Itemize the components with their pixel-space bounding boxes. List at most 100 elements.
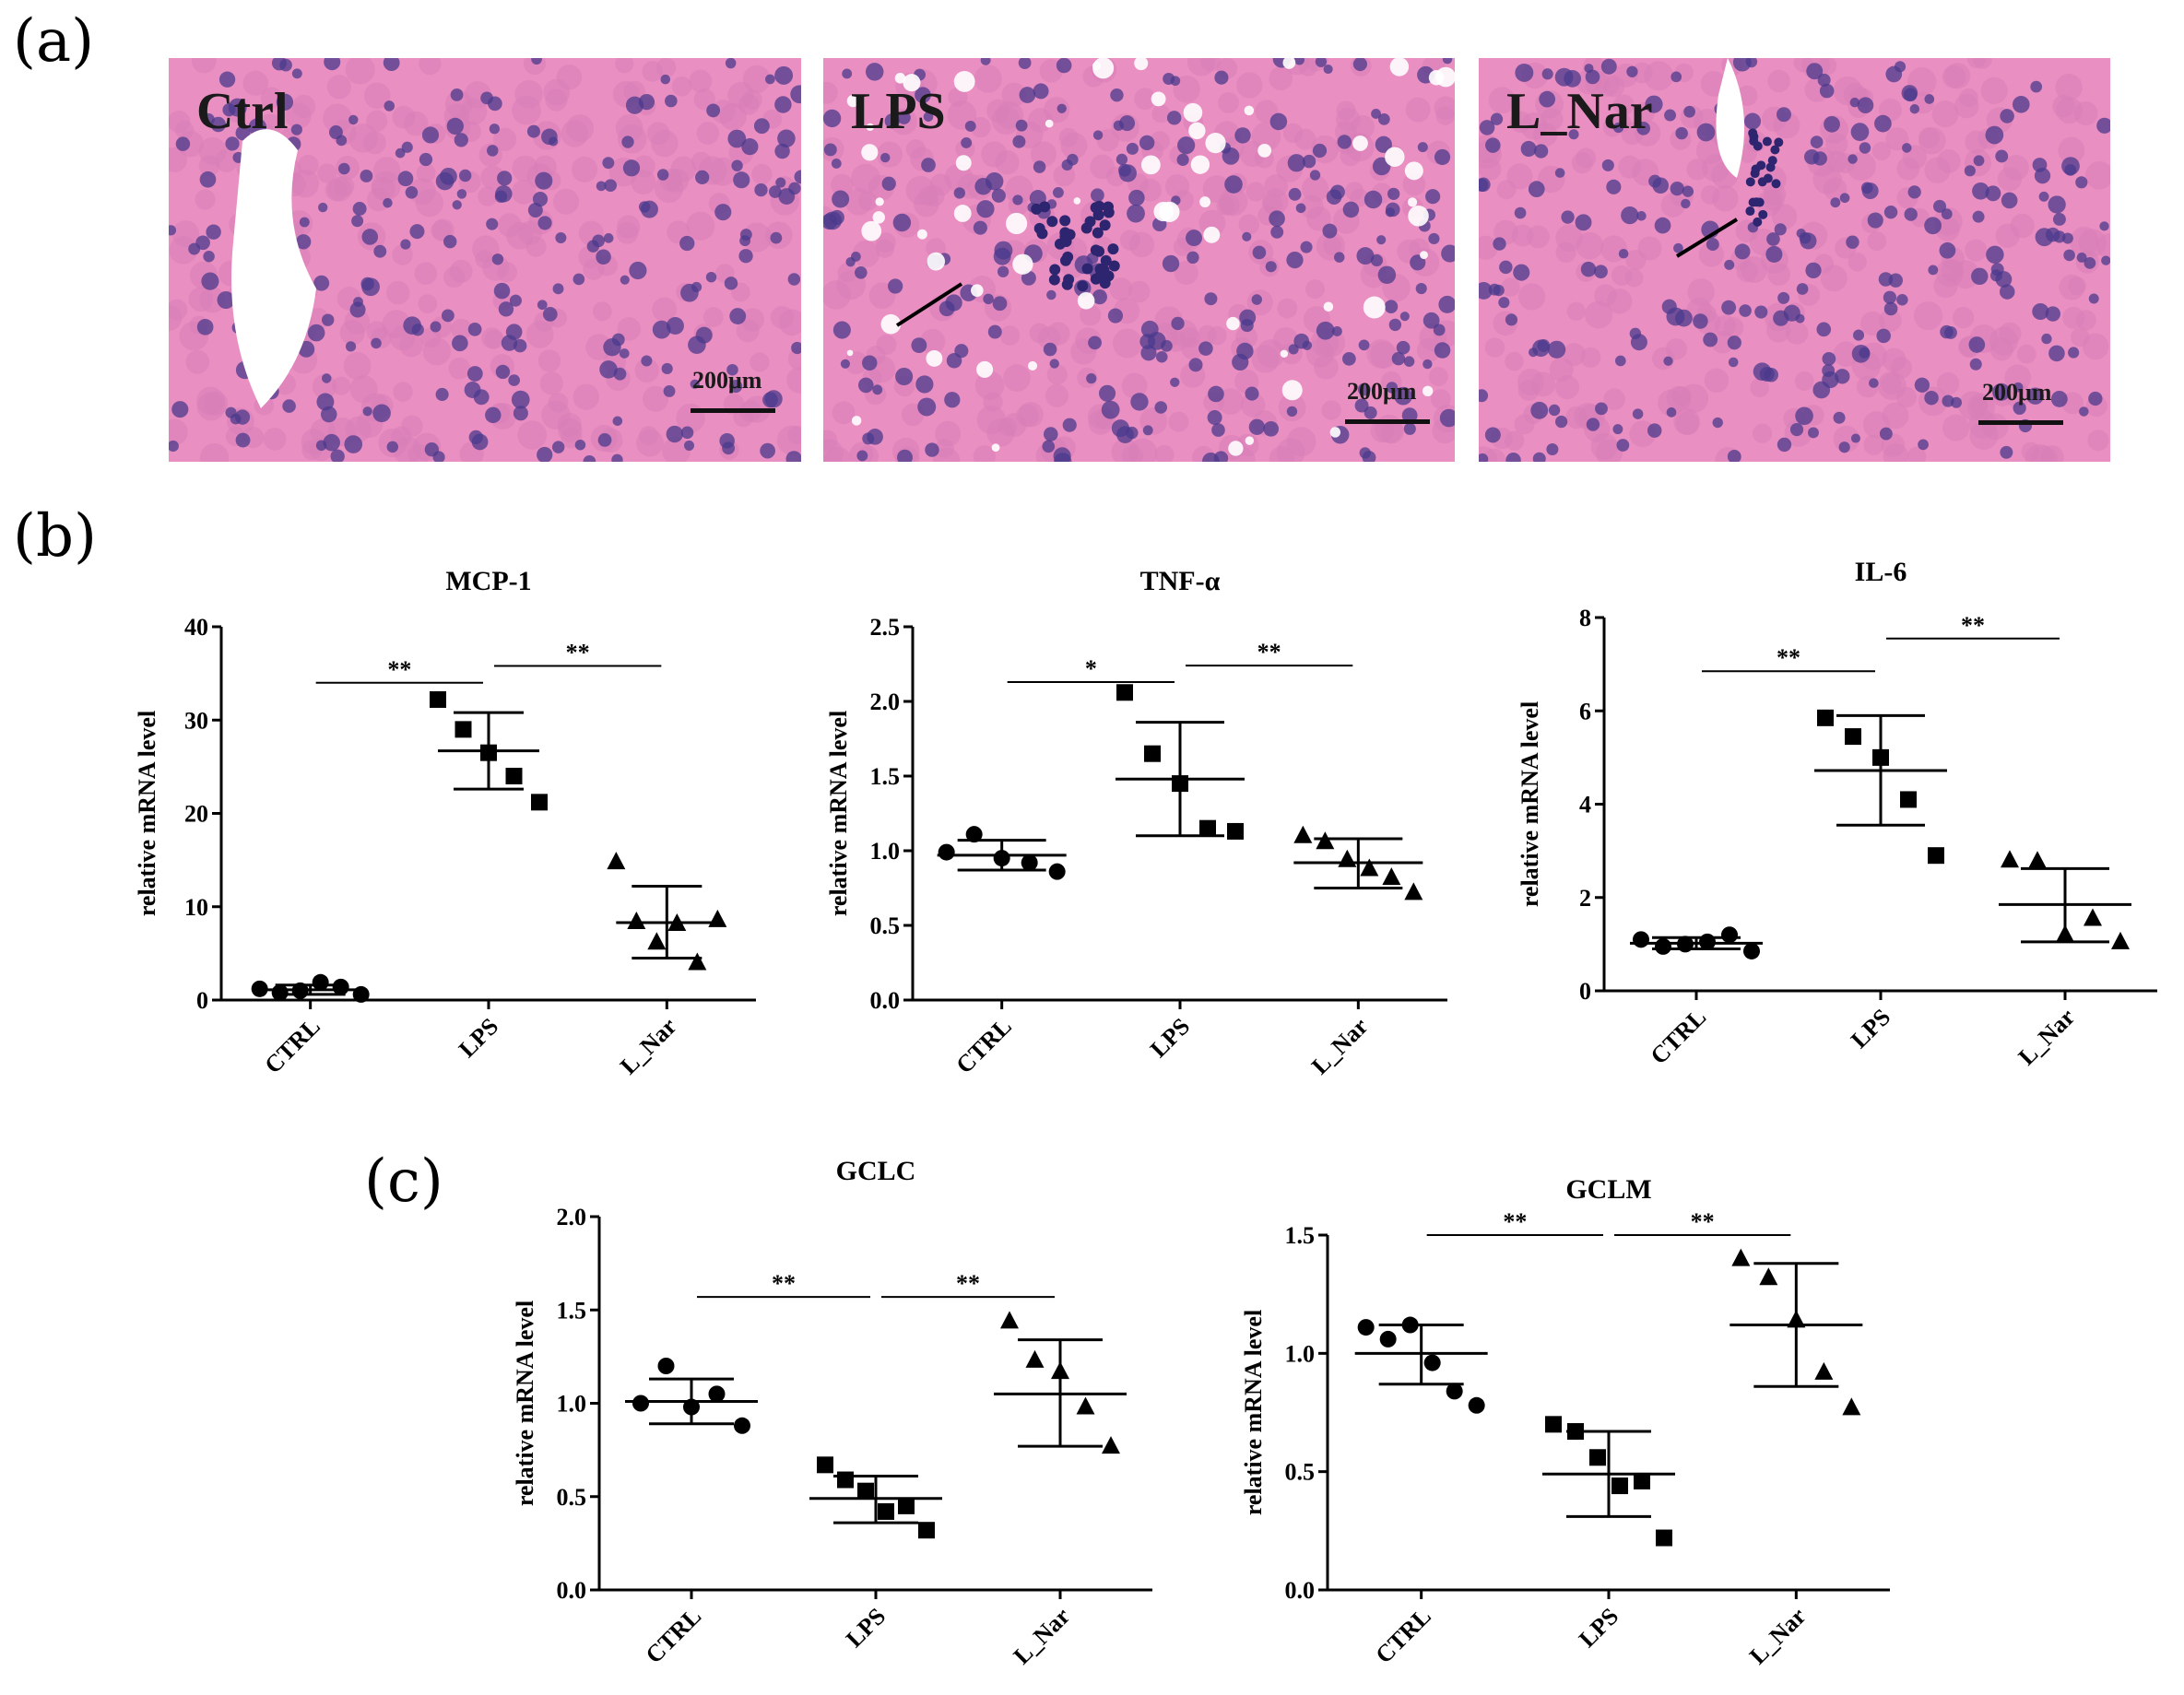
infiltrate-cell — [1059, 254, 1071, 266]
cell-nucleus — [535, 171, 553, 190]
cell-nucleus — [714, 204, 732, 221]
y-tick-label: 20 — [184, 801, 208, 828]
infiltrate-cell — [1767, 156, 1777, 166]
cell-body — [1566, 301, 1586, 321]
cell-nucleus — [1386, 382, 1399, 394]
cell-nucleus — [1901, 85, 1918, 101]
cell-nucleus — [1342, 352, 1356, 366]
cell-nucleus — [1479, 389, 1489, 403]
cell-body — [1687, 278, 1715, 306]
cell-body — [1741, 255, 1768, 283]
cell-nucleus — [872, 384, 883, 395]
data-point-triangle — [688, 952, 707, 971]
cell-nucleus — [1852, 329, 1865, 341]
cell-body — [1737, 85, 1758, 107]
cell-body — [926, 238, 946, 258]
infiltrate-cell — [1090, 202, 1102, 214]
cell-body — [1090, 154, 1115, 180]
cell-body — [345, 58, 375, 85]
infiltrate-cell — [1061, 278, 1073, 290]
cell-nucleus — [1479, 178, 1489, 192]
infiltrate-cell — [1059, 215, 1071, 227]
infiltrate-cell — [1033, 222, 1045, 234]
significance-label: ** — [1961, 612, 1985, 639]
cell-body — [1001, 82, 1027, 108]
cell-nucleus — [897, 111, 911, 124]
data-point-circle — [1721, 926, 1738, 944]
cell-nucleus — [454, 133, 468, 147]
cell-nucleus — [953, 187, 966, 199]
cell-nucleus — [384, 100, 395, 112]
lipid-vacuole — [1190, 155, 1210, 174]
cell-body — [349, 375, 378, 404]
cell-nucleus — [1252, 245, 1267, 260]
cell-nucleus — [1833, 411, 1846, 424]
data-point-square — [531, 794, 548, 811]
cell-nucleus — [1493, 237, 1506, 251]
cell-nucleus — [235, 125, 251, 141]
cell-body — [1028, 108, 1053, 133]
cell-nucleus — [729, 308, 747, 324]
x-tick-label: CTRL — [259, 1013, 325, 1079]
cell-nucleus — [1883, 205, 1898, 219]
cell-body — [1236, 72, 1263, 99]
cell-nucleus — [1288, 187, 1302, 201]
cell-nucleus — [488, 96, 502, 112]
cell-nucleus — [1505, 453, 1521, 462]
lipid-vacuole — [861, 220, 882, 241]
lipid-vacuole — [872, 211, 885, 224]
lipid-vacuole — [851, 416, 862, 426]
significance-label: ** — [1257, 639, 1281, 665]
cell-body — [1121, 372, 1148, 399]
cell-nucleus — [583, 455, 596, 462]
data-point-triangle — [1731, 1248, 1751, 1266]
cell-nucleus — [1127, 204, 1145, 223]
cell-nucleus — [1985, 185, 2001, 202]
cell-nucleus — [1971, 267, 1989, 286]
cell-nucleus — [1743, 112, 1762, 130]
cell-nucleus — [862, 355, 878, 371]
x-tick-label: LPS — [454, 1013, 503, 1063]
cell-body — [169, 304, 183, 332]
cell-nucleus — [386, 441, 399, 453]
cell-body — [1767, 69, 1790, 93]
cell-body — [1240, 393, 1266, 418]
cell-body — [2010, 213, 2035, 239]
cell-body — [1794, 371, 1814, 392]
cell-nucleus — [892, 213, 912, 232]
cell-body — [449, 259, 473, 283]
cell-body — [689, 69, 713, 93]
arrow-indicator — [1675, 218, 1739, 258]
cell-body — [844, 351, 868, 375]
cell-nucleus — [203, 251, 215, 263]
cell-nucleus — [360, 170, 373, 182]
cell-nucleus — [983, 293, 994, 305]
y-tick-label: 8 — [1579, 605, 1591, 631]
cell-nucleus — [1632, 408, 1644, 419]
cell-nucleus — [695, 170, 710, 185]
cell-body — [1004, 175, 1033, 205]
data-point-circle — [1048, 863, 1066, 880]
data-point-square — [1116, 684, 1133, 701]
cell-nucleus — [1753, 362, 1772, 381]
y-tick-label: 1.5 — [870, 763, 901, 790]
y-tick-label: 30 — [184, 707, 208, 734]
cell-body — [1277, 298, 1298, 319]
data-point-triangle — [1000, 1311, 1019, 1329]
cell-nucleus — [316, 393, 335, 411]
x-tick-label: L_Nar — [1306, 1013, 1374, 1080]
cell-body — [1370, 418, 1394, 443]
cell-nucleus — [619, 348, 630, 359]
cell-body — [1944, 63, 1971, 89]
cell-body — [1980, 77, 2008, 105]
cell-body — [1989, 337, 2013, 361]
cell-body — [1128, 280, 1151, 303]
cell-body — [344, 309, 371, 335]
cell-nucleus — [691, 281, 702, 293]
data-point-square — [878, 1502, 894, 1520]
cell-body — [539, 371, 563, 395]
infiltrate-cell — [1039, 201, 1051, 213]
data-point-triangle — [1842, 1397, 1861, 1416]
cell-nucleus — [1575, 214, 1592, 231]
cell-nucleus — [765, 74, 775, 85]
